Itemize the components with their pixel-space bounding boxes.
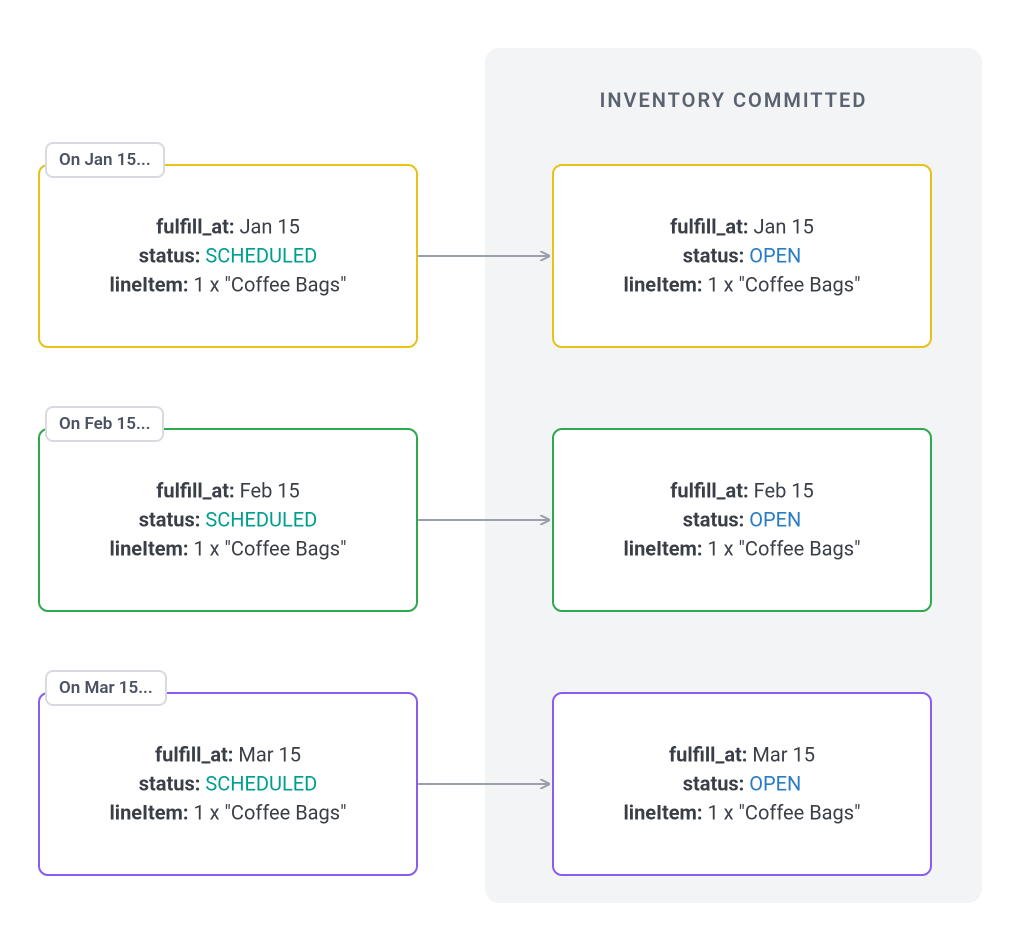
fulfill-at-value: Jan 15 xyxy=(753,215,813,239)
fulfill-at-label: fulfill_at: xyxy=(156,215,234,239)
lineitem-row: lineItem: 1 x "Coffee Bags" xyxy=(109,535,346,564)
fulfill-at-label: fulfill_at: xyxy=(670,215,748,239)
status-row: status: SCHEDULED xyxy=(109,770,346,799)
fulfill-at-row: fulfill_at: Jan 15 xyxy=(109,213,346,242)
left-card-jan: fulfill_at: Jan 15status: SCHEDULEDlineI… xyxy=(38,164,418,348)
right-card-feb: fulfill_at: Feb 15status: OPENlineItem: … xyxy=(552,428,932,612)
status-value: SCHEDULED xyxy=(205,244,317,268)
status-label: status: xyxy=(139,244,201,268)
right-card-mar: fulfill_at: Mar 15status: OPENlineItem: … xyxy=(552,692,932,876)
status-value: OPEN xyxy=(749,244,801,268)
fulfill-at-value: Jan 15 xyxy=(239,215,299,239)
inventory-committed-title: INVENTORY COMMITTED xyxy=(485,88,982,112)
left-card-feb: fulfill_at: Feb 15status: SCHEDULEDlineI… xyxy=(38,428,418,612)
fulfill-at-label: fulfill_at: xyxy=(670,479,748,503)
status-value: SCHEDULED xyxy=(205,772,317,796)
status-row: status: OPEN xyxy=(623,770,860,799)
fulfill-at-row: fulfill_at: Feb 15 xyxy=(109,477,346,506)
lineitem-value: 1 x "Coffee Bags" xyxy=(707,801,860,825)
fulfill-at-label: fulfill_at: xyxy=(155,743,233,767)
date-tag-jan: On Jan 15... xyxy=(45,142,165,178)
lineitem-value: 1 x "Coffee Bags" xyxy=(707,273,860,297)
lineitem-value: 1 x "Coffee Bags" xyxy=(707,537,860,561)
fulfill-at-label: fulfill_at: xyxy=(669,743,747,767)
fulfill-at-value: Feb 15 xyxy=(240,479,300,503)
fulfill-at-row: fulfill_at: Mar 15 xyxy=(109,741,346,770)
diagram-canvas: INVENTORY COMMITTED fulfill_at: Jan 15st… xyxy=(0,0,1010,945)
lineitem-row: lineItem: 1 x "Coffee Bags" xyxy=(109,799,346,828)
status-label: status: xyxy=(683,772,745,796)
fulfill-at-value: Mar 15 xyxy=(752,743,815,767)
status-label: status: xyxy=(683,508,745,532)
fulfill-at-label: fulfill_at: xyxy=(156,479,234,503)
status-row: status: SCHEDULED xyxy=(109,506,346,535)
lineitem-value: 1 x "Coffee Bags" xyxy=(193,801,346,825)
status-row: status: SCHEDULED xyxy=(109,242,346,271)
fulfill-at-row: fulfill_at: Feb 15 xyxy=(623,477,860,506)
status-label: status: xyxy=(139,508,201,532)
right-card-jan: fulfill_at: Jan 15status: OPENlineItem: … xyxy=(552,164,932,348)
status-label: status: xyxy=(139,772,201,796)
lineitem-row: lineItem: 1 x "Coffee Bags" xyxy=(109,271,346,300)
lineitem-label: lineItem: xyxy=(109,801,188,825)
status-value: OPEN xyxy=(749,508,801,532)
status-value: OPEN xyxy=(749,772,801,796)
lineitem-value: 1 x "Coffee Bags" xyxy=(193,273,346,297)
status-value: SCHEDULED xyxy=(205,508,317,532)
date-tag-mar: On Mar 15... xyxy=(45,670,167,706)
lineitem-value: 1 x "Coffee Bags" xyxy=(193,537,346,561)
status-row: status: OPEN xyxy=(623,506,860,535)
lineitem-label: lineItem: xyxy=(109,537,188,561)
fulfill-at-row: fulfill_at: Jan 15 xyxy=(623,213,860,242)
lineitem-row: lineItem: 1 x "Coffee Bags" xyxy=(623,799,860,828)
lineitem-label: lineItem: xyxy=(623,537,702,561)
fulfill-at-row: fulfill_at: Mar 15 xyxy=(623,741,860,770)
date-tag-feb: On Feb 15... xyxy=(45,406,164,442)
left-card-mar: fulfill_at: Mar 15status: SCHEDULEDlineI… xyxy=(38,692,418,876)
lineitem-row: lineItem: 1 x "Coffee Bags" xyxy=(623,271,860,300)
fulfill-at-value: Mar 15 xyxy=(238,743,301,767)
lineitem-label: lineItem: xyxy=(109,273,188,297)
lineitem-label: lineItem: xyxy=(623,801,702,825)
lineitem-label: lineItem: xyxy=(623,273,702,297)
lineitem-row: lineItem: 1 x "Coffee Bags" xyxy=(623,535,860,564)
fulfill-at-value: Feb 15 xyxy=(754,479,814,503)
status-row: status: OPEN xyxy=(623,242,860,271)
status-label: status: xyxy=(683,244,745,268)
